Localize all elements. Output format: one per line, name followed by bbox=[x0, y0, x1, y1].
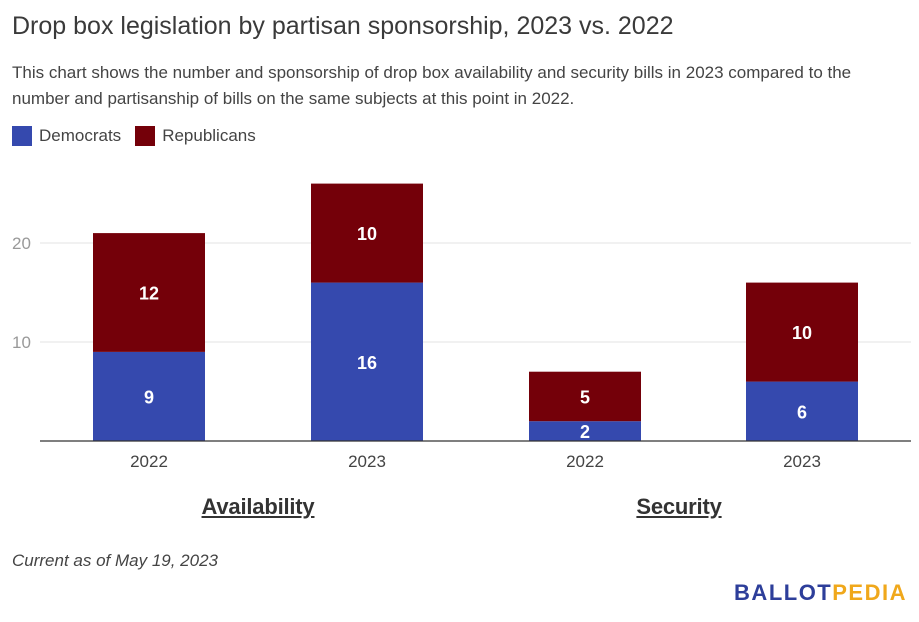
legend-label-democrats: Democrats bbox=[39, 126, 122, 145]
data-label-security-2023-republicans: 10 bbox=[792, 323, 812, 343]
chart-title: Drop box legislation by partisan sponsor… bbox=[12, 12, 674, 40]
chart-subtitle: This chart shows the number and sponsors… bbox=[12, 63, 852, 108]
bar-availability-2023-republicans bbox=[311, 183, 423, 283]
x-tick-label-security-2023: 2023 bbox=[783, 452, 821, 471]
legend-swatch-republicans bbox=[135, 126, 156, 146]
group-label-security: Security bbox=[636, 494, 722, 519]
bar-security-2023-republicans bbox=[746, 282, 858, 382]
data-label-availability-2022-republicans: 12 bbox=[139, 284, 159, 304]
x-tick-label-availability-2022: 2022 bbox=[130, 452, 168, 471]
bar-availability-2022-republicans bbox=[93, 233, 205, 352]
logo-part-ballot: BALLOT bbox=[734, 580, 833, 605]
x-tick-label-security-2022: 2022 bbox=[566, 452, 604, 471]
bar-availability-2022-democrats bbox=[93, 351, 205, 441]
data-label-security-2022-republicans: 5 bbox=[580, 387, 590, 407]
ballotpedia-logo: BALLOTPEDIA bbox=[734, 580, 907, 606]
legend-swatch-democrats bbox=[12, 126, 32, 146]
y-tick-label-10: 10 bbox=[12, 333, 31, 352]
legend-label-republicans: Republicans bbox=[162, 126, 256, 145]
footnote: Current as of May 19, 2023 bbox=[12, 551, 219, 570]
y-tick-label-20: 20 bbox=[12, 234, 31, 253]
bar-security-2022-republicans bbox=[529, 371, 641, 422]
stacked-bar-chart: 10 20 9 12 2022 16 10 2023 2 5 2022 6 10 2023 bbox=[12, 183, 911, 471]
legend-item-democrats: Democrats bbox=[12, 126, 121, 146]
data-label-availability-2023-democrats: 16 bbox=[357, 353, 377, 373]
bar-security-2022-democrats bbox=[529, 421, 641, 441]
data-label-availability-2023-republicans: 10 bbox=[357, 224, 377, 244]
bar-availability-2023-democrats bbox=[311, 282, 423, 441]
data-label-security-2022-democrats: 2 bbox=[580, 422, 590, 442]
data-label-security-2023-democrats: 6 bbox=[797, 402, 807, 422]
data-label-availability-2022-democrats: 9 bbox=[144, 387, 154, 407]
bar-security-2023-democrats bbox=[746, 381, 858, 441]
legend-item-republicans: Republicans bbox=[135, 126, 256, 146]
logo-part-pedia: PEDIA bbox=[832, 580, 907, 605]
x-tick-label-availability-2023: 2023 bbox=[348, 452, 386, 471]
legend: Democrats Republicans bbox=[12, 126, 270, 146]
group-label-availability: Availability bbox=[201, 494, 315, 519]
